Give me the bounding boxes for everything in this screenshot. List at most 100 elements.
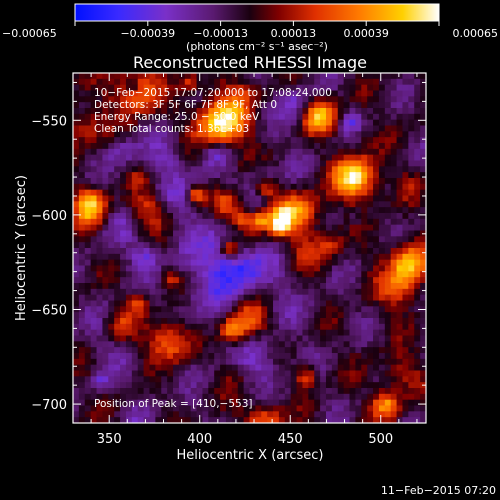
heatmap-cell (102, 323, 109, 331)
heatmap-cell (414, 277, 421, 284)
heatmap-cell (414, 218, 421, 226)
heatmap-cell (149, 399, 156, 406)
heatmap-cell (243, 376, 250, 383)
colorbar-ticks (74, 21, 440, 26)
heatmap-cell (337, 271, 345, 278)
heatmap-cell (214, 358, 221, 366)
heatmap-cell (331, 364, 339, 371)
heatmap-cell (208, 213, 215, 220)
heatmap-cell (373, 108, 380, 115)
heatmap-cell (178, 96, 186, 103)
heatmap-cell (402, 388, 409, 395)
heatmap-cell (184, 166, 192, 173)
heatmap-cell (396, 178, 403, 185)
heatmap-cell (414, 364, 421, 371)
heatmap-cell (220, 178, 227, 185)
heatmap-cell (337, 358, 345, 366)
heatmap-cell (337, 300, 345, 307)
heatmap-cell (355, 224, 362, 231)
heatmap-cell (108, 382, 115, 389)
heatmap-cell (137, 300, 144, 307)
heatmap-cell (143, 382, 150, 389)
heatmap-cell (255, 137, 262, 144)
heatmap-cell (355, 78, 362, 86)
heatmap-cell (284, 113, 292, 121)
heatmap-cell (190, 358, 197, 366)
heatmap-cell (108, 347, 115, 354)
heatmap-cell (120, 90, 127, 97)
heatmap-cell (302, 218, 309, 226)
heatmap-cell (149, 288, 156, 296)
heatmap-cell (373, 265, 380, 272)
heatmap-cell (414, 388, 421, 395)
heatmap-cell (202, 347, 209, 354)
heatmap-cell (337, 172, 345, 179)
heatmap-cell (390, 265, 397, 272)
heatmap-cell (78, 102, 86, 109)
heatmap-cell (155, 166, 162, 173)
heatmap-cell (325, 73, 333, 80)
heatmap-cell (231, 154, 239, 161)
heatmap-cell (384, 113, 392, 121)
heatmap-cell (214, 265, 221, 272)
heatmap-cell (255, 166, 262, 173)
heatmap-cell (420, 393, 426, 401)
heatmap-cell (337, 178, 345, 185)
heatmap-cell (331, 347, 339, 354)
heatmap-cell (120, 341, 127, 348)
heatmap-cell (308, 393, 315, 401)
heatmap-cell (296, 201, 303, 208)
heatmap-cell (114, 166, 121, 173)
heatmap-cell (137, 73, 144, 80)
heatmap-cell (255, 102, 262, 109)
heatmap-cell (178, 329, 186, 336)
heatmap-cell (178, 376, 186, 383)
heatmap-cell (208, 230, 215, 237)
heatmap-cell (237, 318, 245, 325)
heatmap-cell (343, 323, 350, 331)
heatmap-cell (184, 90, 192, 97)
heatmap-cell (214, 119, 221, 126)
heatmap-cell (90, 277, 97, 284)
heatmap-cell (325, 84, 333, 91)
heatmap-cell (249, 96, 256, 103)
heatmap-cell (220, 347, 227, 354)
heatmap-cell (120, 335, 127, 342)
heatmap-cell (396, 411, 403, 418)
heatmap-cell (161, 73, 168, 80)
heatmap-cell (249, 283, 256, 290)
heatmap-cell (396, 271, 403, 278)
heatmap-cell (355, 347, 362, 354)
heatmap-cell (378, 347, 386, 354)
heatmap-cell (120, 148, 127, 156)
heatmap-cell (325, 411, 333, 418)
heatmap-cell (114, 294, 121, 301)
heatmap-cell (125, 102, 133, 109)
heatmap-cell (173, 405, 180, 412)
heatmap-cell (402, 195, 409, 202)
heatmap-cell (296, 417, 303, 423)
heatmap-cell (225, 148, 233, 156)
heatmap-cell (314, 405, 321, 412)
heatmap-cell (390, 143, 397, 150)
heatmap-cell (149, 393, 156, 401)
heatmap-cell (302, 283, 309, 290)
heatmap-cell (367, 96, 374, 103)
heatmap-cell (367, 253, 374, 261)
heatmap-cell (267, 347, 274, 354)
heatmap-cell (225, 172, 233, 179)
heatmap-cell (396, 300, 403, 307)
heatmap-cell (178, 201, 186, 208)
heatmap-cell (173, 271, 180, 278)
heatmap-cell (355, 183, 362, 191)
heatmap-cell (325, 294, 333, 301)
heatmap-cell (378, 318, 386, 325)
heatmap-cell (414, 154, 421, 161)
heatmap-cell (267, 242, 274, 249)
heatmap-cell (114, 154, 121, 161)
heatmap-cell (90, 405, 97, 412)
heatmap-cell (231, 148, 239, 156)
x-tick-label: 450 (278, 432, 303, 447)
heatmap-cell (278, 358, 286, 366)
heatmap-cell (390, 353, 397, 360)
